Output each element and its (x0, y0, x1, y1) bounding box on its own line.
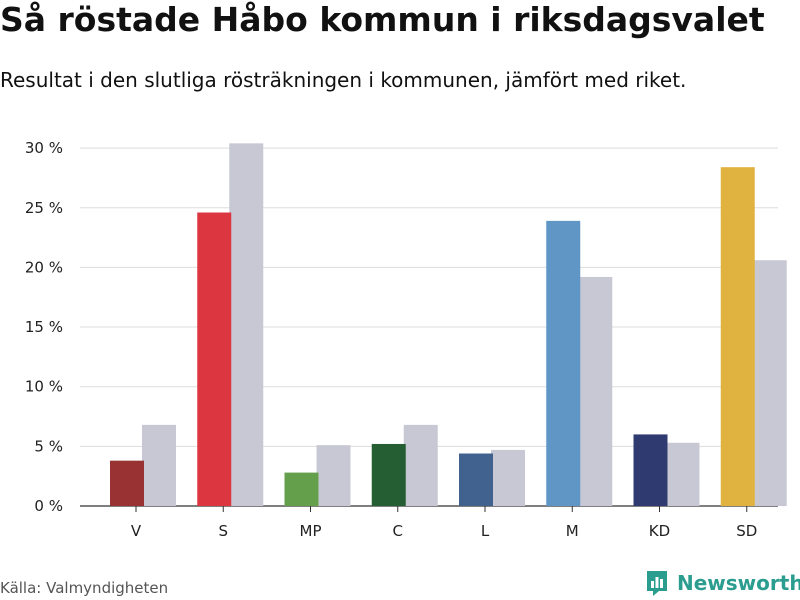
bar-riket-l (491, 449, 525, 506)
bar-riket-s (229, 143, 264, 506)
chart-title: Så röstade Håbo kommun i riksdagsvalet (0, 0, 765, 39)
bar-chart: 0 % 5 % 10 % 15 % 20 % 25 % 30 % V S MP C L M KD SD (25, 139, 787, 540)
bar-riket-kd (665, 442, 700, 506)
bar-habo-v (110, 460, 144, 506)
bar-habo-sd (720, 167, 755, 507)
x-tick-label: V (131, 522, 142, 540)
source-note: Källa: Valmyndigheten (0, 579, 169, 597)
bar-riket-c (403, 424, 438, 506)
x-tick-label: KD (649, 522, 670, 540)
bar-riket-sd (752, 260, 787, 506)
x-tick-label: L (481, 522, 490, 540)
bar-habo-kd (633, 434, 668, 506)
brand[interactable]: Newsworthy (645, 568, 800, 598)
y-tick-label: 30 % (25, 139, 63, 157)
x-tick-label: M (566, 522, 579, 540)
y-tick-label: 20 % (25, 258, 63, 276)
bar-habo-m (546, 220, 581, 507)
x-tick-label: C (393, 522, 403, 540)
y-tick-label: 10 % (25, 378, 63, 396)
y-tick-label: 25 % (25, 199, 63, 217)
chart-subtitle: Resultat i den slutliga rösträkningen i … (0, 68, 687, 92)
x-tick-label: S (218, 522, 228, 540)
bar-riket-mp (316, 445, 351, 506)
y-tick-label: 5 % (34, 437, 63, 455)
newsworthy-logo-icon (647, 571, 667, 596)
bar-habo-c (371, 443, 406, 506)
bar-riket-m (578, 276, 613, 506)
bar-habo-mp (284, 472, 319, 506)
brand-name: Newsworthy (677, 571, 800, 595)
x-tick-label: MP (300, 522, 322, 540)
x-tick-label: SD (736, 522, 757, 540)
y-tick-label: 0 % (34, 497, 63, 515)
bar-habo-l (459, 453, 493, 506)
bar-habo-s (197, 212, 232, 506)
y-tick-label: 15 % (25, 318, 63, 336)
bar-riket-v (142, 424, 176, 506)
